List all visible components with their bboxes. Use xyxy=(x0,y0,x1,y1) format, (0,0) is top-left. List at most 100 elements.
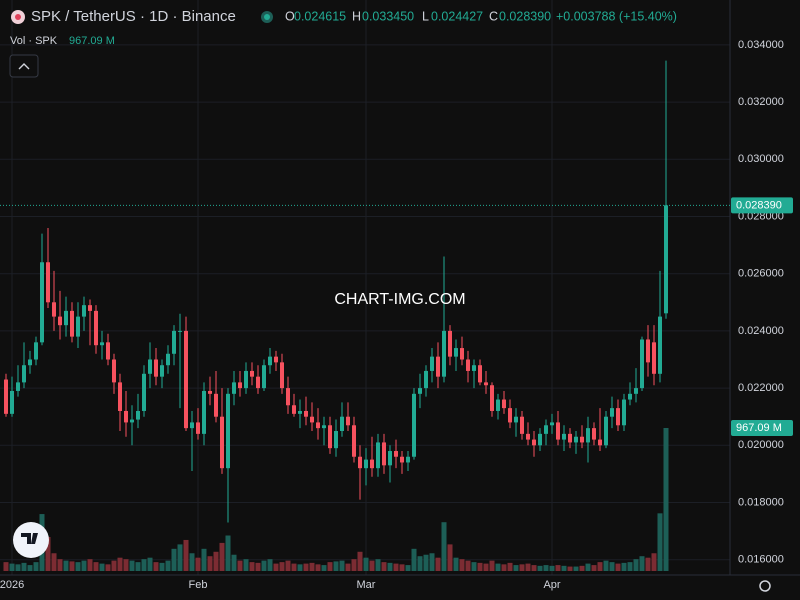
volume-bar xyxy=(453,557,459,571)
volume-bar xyxy=(339,560,345,571)
y-tick-label: 0.032000 xyxy=(738,96,784,108)
volume-bar xyxy=(387,562,393,571)
volume-bar xyxy=(171,548,177,571)
candle-body xyxy=(244,370,248,389)
volume-bar xyxy=(363,557,369,571)
volume-bar xyxy=(15,564,21,571)
volume-bar xyxy=(123,559,129,571)
volume-bar xyxy=(465,560,471,571)
candle-body xyxy=(106,342,110,360)
candle-body xyxy=(346,416,350,426)
candle-body xyxy=(70,310,74,337)
candle-body xyxy=(40,262,44,343)
status-dot xyxy=(264,14,270,20)
candle-body xyxy=(664,205,668,314)
candle-body xyxy=(394,451,398,457)
candle-body xyxy=(148,359,152,374)
candle-body xyxy=(400,456,404,463)
volume-bar xyxy=(447,544,453,571)
volume-bar xyxy=(537,565,543,571)
volume-bar xyxy=(129,560,135,571)
candle-body xyxy=(22,365,26,383)
candle-body xyxy=(94,310,98,346)
volume-bar xyxy=(543,565,549,571)
candle-body xyxy=(142,373,146,411)
collapse-button[interactable] xyxy=(9,54,39,78)
volume-bar xyxy=(237,560,243,571)
candle-body xyxy=(562,433,566,440)
volume-bar xyxy=(135,562,141,571)
candle-body xyxy=(544,425,548,434)
volume-bar xyxy=(327,562,333,571)
candle-body xyxy=(448,330,452,357)
candle-body xyxy=(298,410,302,414)
symbol-title: SPK / TetherUS · 1D · Binance xyxy=(31,8,236,25)
candle-layer xyxy=(4,60,668,523)
candle-body xyxy=(64,310,68,326)
volume-bar xyxy=(615,563,621,571)
volume-bar xyxy=(75,562,81,571)
volume-badge xyxy=(731,420,793,436)
candle-body xyxy=(538,433,542,446)
x-tick-label: 2026 xyxy=(0,579,24,591)
volume-bar xyxy=(489,560,495,571)
candle-body xyxy=(226,393,230,469)
volume-bar xyxy=(111,560,117,571)
candle-body xyxy=(598,439,602,446)
volume-bar xyxy=(477,562,483,571)
candle-body xyxy=(250,370,254,377)
y-tick-label: 0.020000 xyxy=(738,439,784,451)
settings-icon[interactable] xyxy=(759,580,771,592)
close-value: 0.028390 xyxy=(499,9,551,23)
candle-body xyxy=(640,339,644,389)
volume-bar xyxy=(609,562,615,571)
candle-body xyxy=(442,330,446,377)
candle-body xyxy=(484,382,488,386)
volume-bar xyxy=(183,539,189,571)
candle-body xyxy=(496,399,500,411)
volume-bar xyxy=(315,564,321,571)
candle-body xyxy=(88,305,92,311)
candle-body xyxy=(622,399,626,426)
high-value: 0.033450 xyxy=(362,9,414,23)
volume-bar xyxy=(513,565,519,571)
candle-body xyxy=(46,262,50,303)
change-value: +0.003788 (+15.40%) xyxy=(556,9,677,23)
candle-body xyxy=(334,431,338,449)
volume-layer xyxy=(3,428,669,571)
volume-bar xyxy=(3,562,9,571)
candle-body xyxy=(550,422,554,426)
candle-body xyxy=(268,356,272,366)
volume-bar xyxy=(549,565,555,571)
candle-body xyxy=(292,405,296,414)
candle-body xyxy=(316,422,320,429)
tv-logo-mark xyxy=(21,533,38,544)
volume-bar xyxy=(633,559,639,571)
volume-bar xyxy=(495,563,501,571)
volume-bar xyxy=(231,554,237,571)
volume-bar xyxy=(189,553,195,571)
candle-body xyxy=(202,390,206,434)
volume-bar xyxy=(483,563,489,571)
candle-body xyxy=(112,359,116,383)
candle-body xyxy=(352,425,356,457)
volume-bar xyxy=(519,564,525,571)
volume-legend-value: 967.09 M xyxy=(69,35,115,47)
volume-bar xyxy=(153,562,159,571)
candle-body xyxy=(262,365,266,389)
volume-bar xyxy=(9,563,15,571)
candle-body xyxy=(574,436,578,443)
volume-bar xyxy=(93,562,99,571)
candle-body xyxy=(406,456,410,463)
volume-bar xyxy=(411,548,417,571)
candle-body xyxy=(514,416,518,423)
candle-body xyxy=(232,382,236,394)
volume-bar xyxy=(375,559,381,571)
volume-bar xyxy=(69,561,75,571)
candle-body xyxy=(460,348,464,360)
candle-body xyxy=(136,410,140,420)
price-axis: 0.016000 0.018000 0.020000 0.022000 0.024000… xyxy=(738,39,784,566)
candle-body xyxy=(124,410,128,423)
candle-body xyxy=(340,416,344,431)
last-price-badge xyxy=(731,197,793,214)
